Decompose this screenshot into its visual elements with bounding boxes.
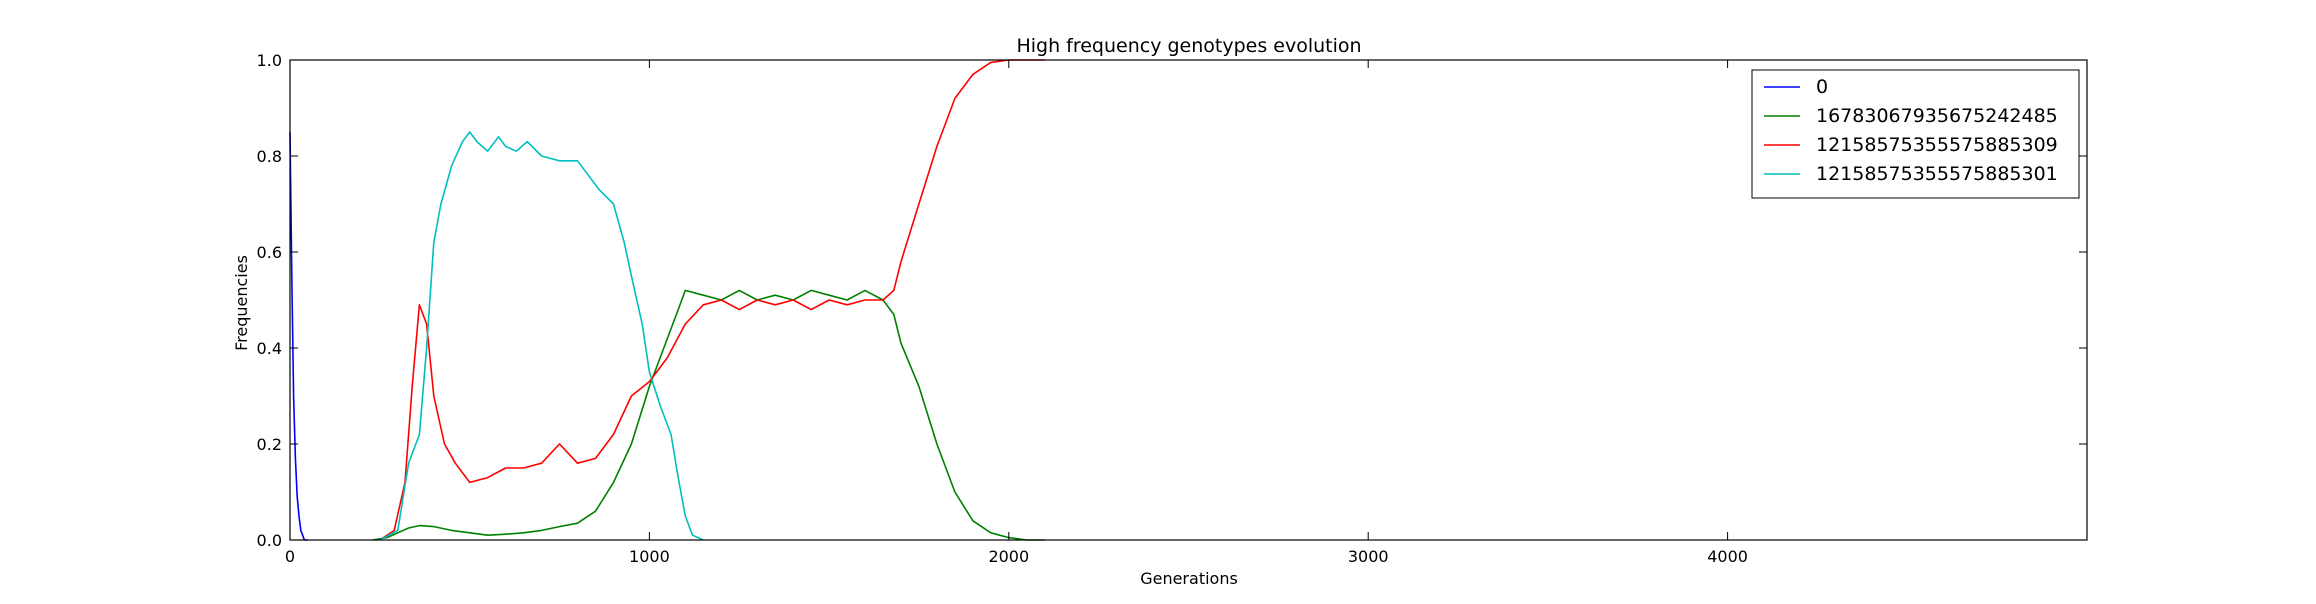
- y-tick-label: 0.2: [257, 435, 282, 454]
- y-tick-label: 0.8: [257, 147, 282, 166]
- y-tick-label: 0.4: [257, 339, 282, 358]
- series-line-2: [379, 59, 1045, 541]
- x-tick-label: 2000: [988, 547, 1029, 566]
- legend: 0 16783067935675242485 1215857535557588530…: [1751, 69, 2080, 199]
- chart-title: High frequency genotypes evolution: [1016, 35, 1361, 57]
- y-tick-label: 0.0: [257, 531, 282, 550]
- x-tick-label: 0: [285, 547, 295, 566]
- series-line-3: [379, 131, 704, 541]
- plot-area: 0 1000 2000 3000 4000 0.0 0.2 0.4 0.6 0.8 1.0: [257, 51, 2088, 566]
- legend-box: [1751, 69, 2080, 199]
- legend-label-1: 16783067935675242485: [1816, 105, 2058, 127]
- y-tick-label: 1.0: [257, 51, 282, 70]
- axes-frame: [289, 59, 2088, 541]
- legend-label-2: 12158575355575885309: [1816, 134, 2058, 156]
- x-tick-label: 4000: [1707, 547, 1748, 566]
- x-tick-label: 1000: [629, 547, 670, 566]
- series-line-1: [372, 289, 1045, 541]
- y-axis-label: Frequencies: [232, 255, 251, 351]
- x-axis-label: Generations: [1140, 569, 1238, 588]
- legend-label-3: 12158575355575885301: [1816, 163, 2058, 185]
- legend-label-0: 0: [1816, 76, 1828, 98]
- x-tick-label: 3000: [1348, 547, 1389, 566]
- series-line-0: [289, 131, 308, 541]
- y-tick-label: 0.6: [257, 243, 282, 262]
